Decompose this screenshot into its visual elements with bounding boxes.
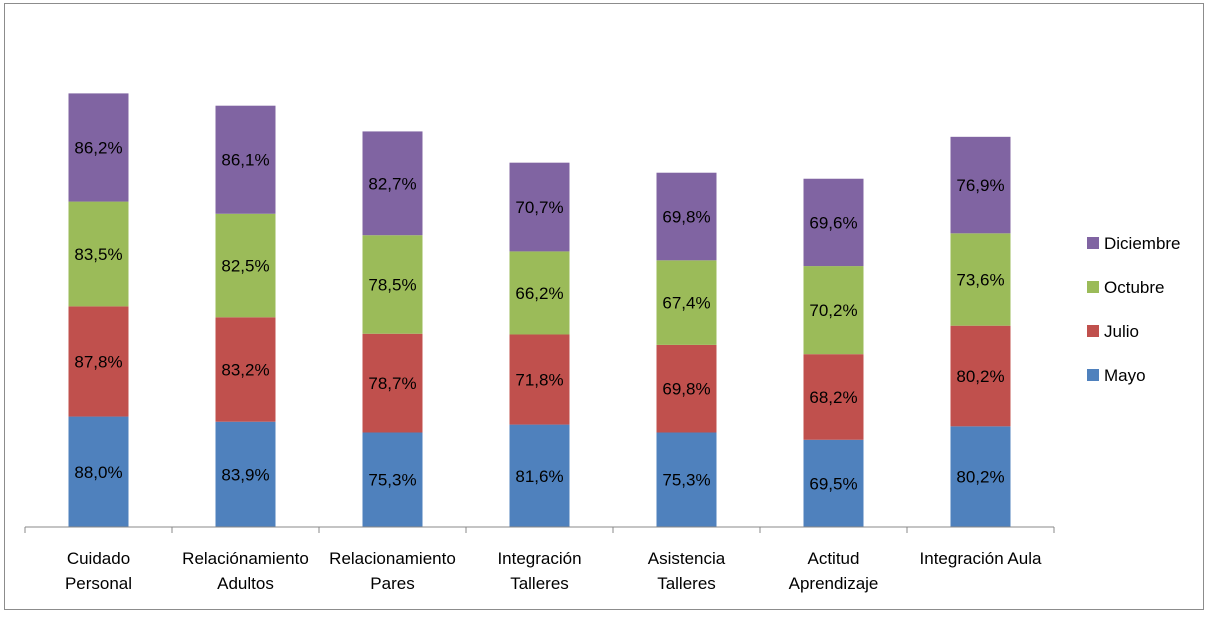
bar-segment-mayo (950, 426, 1011, 527)
data-label: 69,8% (662, 380, 710, 399)
data-label: 88,0% (74, 463, 122, 482)
bar-segment-diciembre (950, 136, 1011, 234)
category-label: Asistencia (648, 549, 726, 568)
bar-segment-julio (362, 333, 423, 433)
data-label: 75,3% (368, 471, 416, 490)
category-labels: Cuidado Personal Relaciónamiento Adultos Rel… (65, 549, 1042, 593)
bar-segment-diciembre (215, 105, 276, 214)
bar-segment-diciembre (509, 162, 570, 252)
category-label: Integración (497, 549, 581, 568)
legend-label-diciembre: Diciembre (1104, 234, 1181, 253)
data-label: 70,2% (809, 301, 857, 320)
legend-swatch-diciembre (1087, 237, 1099, 249)
data-label: 70,7% (515, 198, 563, 217)
bar-segment-julio (656, 344, 717, 433)
bar-segment-julio (509, 334, 570, 425)
data-label: 87,8% (74, 352, 122, 371)
bar-segment-diciembre (68, 93, 129, 202)
bar-segment-diciembre (803, 178, 864, 267)
data-label: 69,5% (809, 474, 857, 493)
bar-segment-octubre (803, 266, 864, 355)
data-label: 80,2% (956, 468, 1004, 487)
data-label: 67,4% (662, 294, 710, 313)
bar-segment-julio (68, 306, 129, 417)
bar-segment-diciembre (362, 131, 423, 236)
data-label: 69,8% (662, 208, 710, 227)
category-label: Adultos (217, 574, 274, 593)
bar-segment-octubre (362, 235, 423, 334)
data-label: 69,6% (809, 213, 857, 232)
bar-segment-mayo (803, 439, 864, 527)
category-label: Aprendizaje (789, 574, 879, 593)
x-axis-ticks (24, 527, 1055, 533)
data-label: 76,9% (956, 176, 1004, 195)
category-label: Talleres (657, 574, 716, 593)
bar-segment-julio (803, 354, 864, 440)
data-label: 73,6% (956, 271, 1004, 290)
bar-segment-octubre (509, 251, 570, 335)
bar-segment-julio (215, 317, 276, 422)
legend-label-mayo: Mayo (1104, 366, 1146, 385)
bar-segment-mayo (215, 421, 276, 527)
bar-segment-octubre (950, 233, 1011, 326)
category-label: Relacionamiento (329, 549, 456, 568)
category-label: Relaciónamiento (182, 549, 309, 568)
data-label: 80,2% (956, 367, 1004, 386)
data-label: 83,9% (221, 465, 269, 484)
data-label: 82,7% (368, 174, 416, 193)
bar-segment-mayo (362, 432, 423, 527)
category-label: Integración Aula (920, 549, 1042, 568)
legend: Diciembre Octubre Julio Mayo (1087, 234, 1181, 385)
bar-segment-julio (950, 325, 1011, 427)
data-label: 78,5% (368, 275, 416, 294)
legend-label-julio: Julio (1104, 322, 1139, 341)
category-label: Actitud (808, 549, 860, 568)
data-label: 78,7% (368, 374, 416, 393)
bar-segment-octubre (215, 213, 276, 318)
category-label: Talleres (510, 574, 569, 593)
category-label: Pares (370, 574, 414, 593)
bar-segment-mayo (68, 416, 129, 527)
category-label: Personal (65, 574, 132, 593)
data-label: 71,8% (515, 371, 563, 390)
bar-segment-mayo (656, 432, 717, 527)
legend-swatch-octubre (1087, 281, 1099, 293)
data-label: 68,2% (809, 388, 857, 407)
data-label: 75,3% (662, 471, 710, 490)
data-label: 66,2% (515, 284, 563, 303)
bar-segment-diciembre (656, 172, 717, 261)
bar-segment-mayo (509, 424, 570, 527)
data-label: 81,6% (515, 467, 563, 486)
data-label: 82,5% (221, 257, 269, 276)
category-label: Cuidado (67, 549, 130, 568)
bars-layer: 88,0% 87,8% 83,5% 86,2% 83,9% 83,2% 82,5% 86,1%… (68, 93, 1011, 527)
data-label: 86,1% (221, 151, 269, 170)
bar-segment-octubre (656, 260, 717, 345)
data-label: 83,5% (74, 245, 122, 264)
legend-swatch-julio (1087, 325, 1099, 337)
bar-segment-octubre (68, 201, 129, 307)
data-label: 83,2% (221, 360, 269, 379)
legend-swatch-mayo (1087, 369, 1099, 381)
legend-label-octubre: Octubre (1104, 278, 1164, 297)
data-label: 86,2% (74, 138, 122, 157)
